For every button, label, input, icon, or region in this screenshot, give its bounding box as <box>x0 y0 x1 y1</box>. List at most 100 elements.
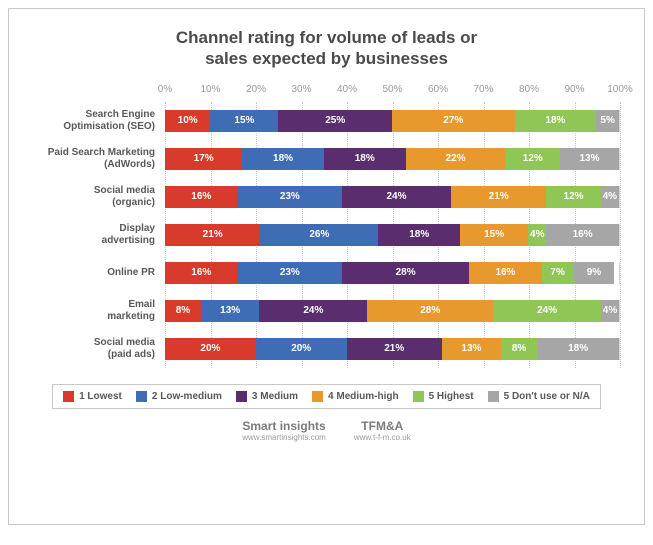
bar: 10%15%25%27%18%5% <box>165 110 620 132</box>
legend-item: 5 Highest <box>413 391 474 402</box>
bar-segment: 20% <box>165 338 256 360</box>
bar-segment: 13% <box>560 148 619 170</box>
axis-tick: 40% <box>337 84 357 95</box>
category-label: Search EngineOptimisation (SEO) <box>33 109 165 132</box>
plot-column: 0%10%20%30%40%50%60%70%80%90%100% 10%15%… <box>165 84 620 368</box>
bar-segment: 22% <box>406 148 506 170</box>
bar-segment: 18% <box>242 148 324 170</box>
category-label: Displayadvertising <box>33 223 165 246</box>
axis-tick: 10% <box>200 84 220 95</box>
footer: Smart insights www.smartinsights.com TFM… <box>33 419 620 442</box>
bar-segment: 16% <box>469 262 542 284</box>
bar-segment: 4% <box>601 300 619 322</box>
axis-tick: 0% <box>158 84 172 95</box>
brand-smartinsights: Smart insights <box>242 419 326 433</box>
bar-segment: 28% <box>342 262 469 284</box>
category-label: Online PR <box>33 267 165 279</box>
axis-tick: 20% <box>246 84 266 95</box>
bar-segment: 18% <box>324 148 406 170</box>
x-axis: 0%10%20%30%40%50%60%70%80%90%100% <box>165 84 620 102</box>
bar-segment: 13% <box>442 338 501 360</box>
bar-segment: 21% <box>451 186 546 208</box>
bar-segment: 18% <box>378 224 460 246</box>
legend-swatch <box>136 391 147 402</box>
legend: 1 Lowest 2 Low-medium 3 Medium 4 Medium-hig… <box>52 384 601 409</box>
category-label: Emailmarketing <box>33 299 165 322</box>
bar-segment: 24% <box>259 300 367 322</box>
legend-swatch <box>488 391 499 402</box>
legend-label: 4 Medium-high <box>328 391 399 402</box>
bar-segment: 16% <box>165 186 238 208</box>
bar-segment: 5% <box>596 110 619 132</box>
chart-title: Channel rating for volume of leads or sa… <box>33 27 620 70</box>
bar-segment: 7% <box>542 262 574 284</box>
bar-segment: 12% <box>546 186 600 208</box>
axis-tick: 30% <box>291 84 311 95</box>
url-smartinsights: www.smartinsights.com <box>242 433 326 442</box>
legend-swatch <box>413 391 424 402</box>
bar-segment: 17% <box>165 148 242 170</box>
legend-label: 1 Lowest <box>79 391 122 402</box>
legend-item: 1 Lowest <box>63 391 122 402</box>
axis-tick: 60% <box>428 84 448 95</box>
axis-tick: 70% <box>473 84 493 95</box>
bar: 16%23%28%16%7%9% <box>165 262 620 284</box>
bar-segment: 16% <box>546 224 619 246</box>
bar-segment: 27% <box>392 110 515 132</box>
bar-segment: 12% <box>505 148 559 170</box>
legend-item: 2 Low-medium <box>136 391 222 402</box>
bar: 16%23%24%21%12%4% <box>165 186 620 208</box>
footer-tfma: TFM&A www.t-f-m.co.uk <box>354 419 411 442</box>
legend-swatch <box>63 391 74 402</box>
bar-segment: 4% <box>601 186 619 208</box>
bar-segment: 25% <box>278 110 392 132</box>
axis-tick: 50% <box>382 84 402 95</box>
bar: 17%18%18%22%12%13% <box>165 148 620 170</box>
bar-segment: 8% <box>165 300 201 322</box>
legend-swatch <box>312 391 323 402</box>
bar-segment: 10% <box>165 110 210 132</box>
legend-label: 5 Highest <box>429 391 474 402</box>
legend-label: 3 Medium <box>252 391 298 402</box>
legend-swatch <box>236 391 247 402</box>
legend-item: 5 Don't use or N/A <box>488 391 590 402</box>
title-line1: Channel rating for volume of leads or <box>33 27 620 48</box>
bar-segment: 28% <box>367 300 493 322</box>
title-line2: sales expected by businesses <box>33 48 620 69</box>
axis-tick: 100% <box>607 84 633 95</box>
legend-label: 5 Don't use or N/A <box>504 391 590 402</box>
bar-segment: 15% <box>210 110 278 132</box>
bar-segment: 18% <box>515 110 597 132</box>
axis-tick: 90% <box>564 84 584 95</box>
bar-segment: 21% <box>347 338 442 360</box>
bar-segment: 16% <box>165 262 238 284</box>
category-label: Paid Search Marketing(AdWords) <box>33 147 165 170</box>
url-tfma: www.t-f-m.co.uk <box>354 433 411 442</box>
bar-segment: 8% <box>501 338 537 360</box>
legend-item: 4 Medium-high <box>312 391 399 402</box>
category-label: Social media(paid ads) <box>33 337 165 360</box>
category-label: Social media(organic) <box>33 185 165 208</box>
chart-frame: Channel rating for volume of leads or sa… <box>8 8 645 525</box>
footer-smartinsights: Smart insights www.smartinsights.com <box>242 419 326 442</box>
bar-segment: 9% <box>574 262 615 284</box>
brand-tfma: TFM&A <box>354 419 411 433</box>
bar-segment: 24% <box>493 300 601 322</box>
bar-segment: 4% <box>528 224 546 246</box>
chart-area: Search EngineOptimisation (SEO) Paid Sear… <box>33 84 620 368</box>
bar: 8%13%24%28%24%4% <box>165 300 620 322</box>
bar-segment: 23% <box>238 186 342 208</box>
legend-label: 2 Low-medium <box>152 391 222 402</box>
bar-segment: 15% <box>460 224 528 246</box>
bar-segment: 21% <box>165 224 260 246</box>
bar-segment: 18% <box>537 338 619 360</box>
legend-item: 3 Medium <box>236 391 298 402</box>
bar: 20%20%21%13%8%18% <box>165 338 620 360</box>
bar: 21%26%18%15%4%16% <box>165 224 620 246</box>
labels-column: Search EngineOptimisation (SEO) Paid Sear… <box>33 84 165 368</box>
axis-tick: 80% <box>519 84 539 95</box>
bar-segment: 26% <box>260 224 378 246</box>
bar-segment: 23% <box>238 262 342 284</box>
bar-segment: 24% <box>342 186 451 208</box>
bar-segment: 20% <box>256 338 347 360</box>
